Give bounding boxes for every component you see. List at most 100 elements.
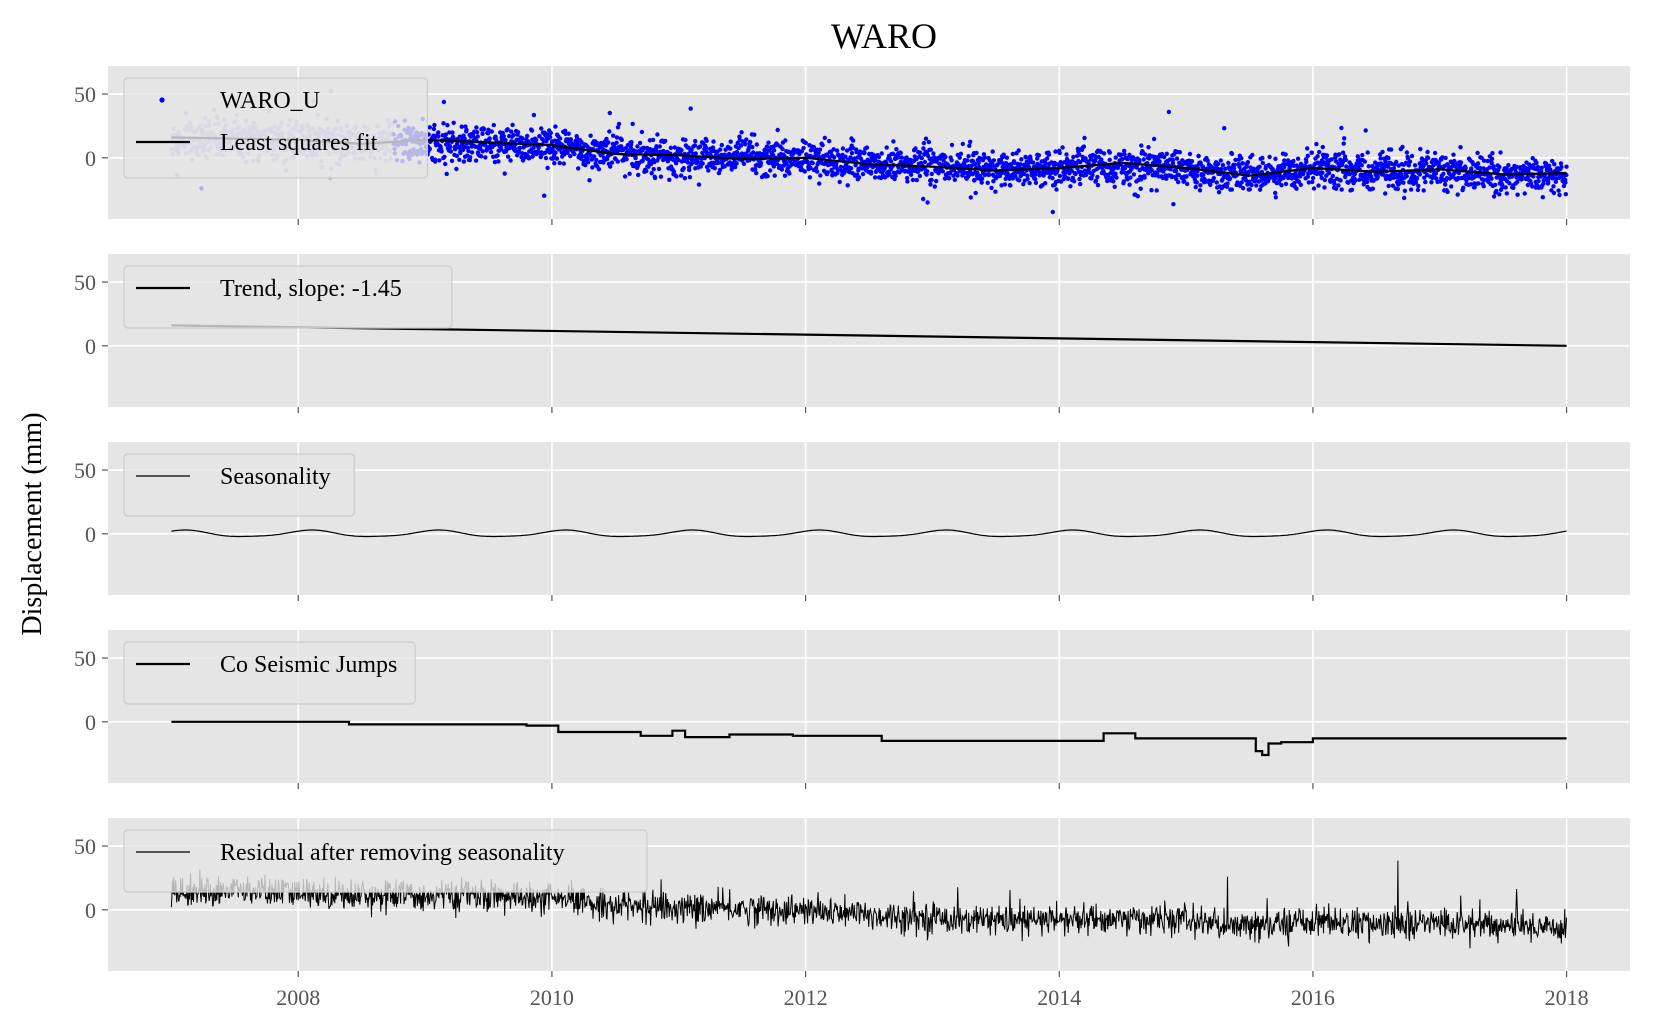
data-point — [862, 150, 867, 155]
data-point — [486, 131, 491, 136]
data-point — [1340, 150, 1346, 155]
data-point — [652, 175, 658, 181]
data-point — [928, 182, 933, 187]
data-point — [511, 132, 516, 138]
data-point — [437, 158, 442, 163]
data-point — [1531, 174, 1536, 179]
data-point — [1176, 172, 1182, 178]
data-point — [1306, 180, 1312, 185]
data-point — [1319, 158, 1325, 163]
data-point — [633, 155, 638, 161]
data-point — [1071, 154, 1076, 160]
data-point — [922, 159, 928, 165]
data-point — [469, 150, 475, 155]
data-point — [1241, 186, 1246, 191]
data-point — [1239, 180, 1244, 185]
data-point — [1366, 164, 1372, 169]
panel-jumps: 0 50 Co Seismic Jumps — [74, 630, 1630, 789]
data-point — [1375, 175, 1380, 180]
data-point — [530, 154, 535, 159]
data-point — [1402, 188, 1408, 193]
data-point — [1326, 170, 1332, 176]
data-point — [1198, 183, 1203, 188]
data-point — [752, 132, 757, 137]
legend-label: WARO_U — [220, 88, 320, 114]
data-point — [754, 170, 759, 176]
data-point — [1343, 157, 1349, 162]
data-point — [888, 159, 894, 164]
data-point — [1407, 159, 1413, 164]
data-point — [1500, 184, 1505, 190]
data-point — [893, 173, 898, 179]
data-point — [1279, 183, 1284, 188]
data-point — [576, 166, 581, 171]
data-point — [1245, 160, 1251, 165]
data-point — [689, 147, 694, 153]
data-point — [451, 120, 456, 126]
data-point — [1543, 161, 1549, 166]
data-point — [968, 139, 973, 144]
data-point — [802, 169, 807, 174]
data-point — [1490, 151, 1495, 156]
data-point — [728, 146, 733, 151]
data-point — [908, 172, 914, 177]
data-point — [1563, 192, 1569, 197]
data-point — [845, 183, 850, 188]
data-point — [1194, 180, 1200, 185]
data-point — [614, 135, 620, 140]
data-point — [1016, 148, 1021, 153]
data-point — [1101, 151, 1107, 156]
data-point — [1361, 182, 1367, 187]
data-point — [831, 147, 836, 152]
data-point — [1339, 125, 1344, 131]
data-point — [585, 156, 590, 161]
data-point — [594, 157, 599, 163]
data-point — [1162, 154, 1167, 160]
data-point — [710, 145, 716, 150]
figure-title: WARO — [831, 16, 937, 56]
data-point — [717, 167, 723, 172]
data-point — [719, 142, 724, 148]
data-point — [1031, 160, 1036, 165]
data-point — [887, 171, 892, 177]
data-point — [1370, 186, 1376, 191]
data-point — [542, 193, 547, 198]
data-point — [827, 138, 832, 144]
data-point — [1433, 171, 1439, 176]
data-point — [952, 177, 957, 182]
data-point — [590, 165, 595, 170]
data-point — [619, 137, 624, 143]
data-point — [981, 152, 987, 157]
data-point — [1414, 175, 1420, 181]
data-point — [495, 153, 500, 158]
data-point — [1309, 150, 1315, 155]
data-point — [1046, 152, 1052, 157]
data-point — [1142, 175, 1147, 180]
data-point — [766, 140, 771, 145]
data-point — [1292, 180, 1297, 186]
data-point — [947, 170, 953, 175]
y-tick-label: 50 — [74, 82, 96, 107]
data-point — [1196, 153, 1201, 159]
data-point — [1355, 154, 1361, 159]
data-point — [1050, 175, 1055, 181]
data-point — [1449, 184, 1454, 189]
data-point — [1171, 202, 1176, 207]
data-point — [834, 148, 840, 153]
data-point — [436, 134, 441, 139]
data-point — [921, 146, 926, 151]
data-point — [637, 140, 643, 146]
data-point — [1546, 163, 1552, 168]
data-point — [444, 171, 449, 177]
legend-box — [123, 265, 453, 329]
data-point — [898, 150, 903, 156]
data-point — [1360, 152, 1365, 158]
data-point — [607, 129, 612, 134]
data-point — [991, 163, 996, 168]
data-point — [932, 184, 937, 189]
data-point — [838, 164, 844, 170]
data-point — [1033, 176, 1038, 182]
data-point — [1469, 166, 1474, 171]
data-point — [583, 162, 588, 168]
data-point — [663, 138, 668, 144]
